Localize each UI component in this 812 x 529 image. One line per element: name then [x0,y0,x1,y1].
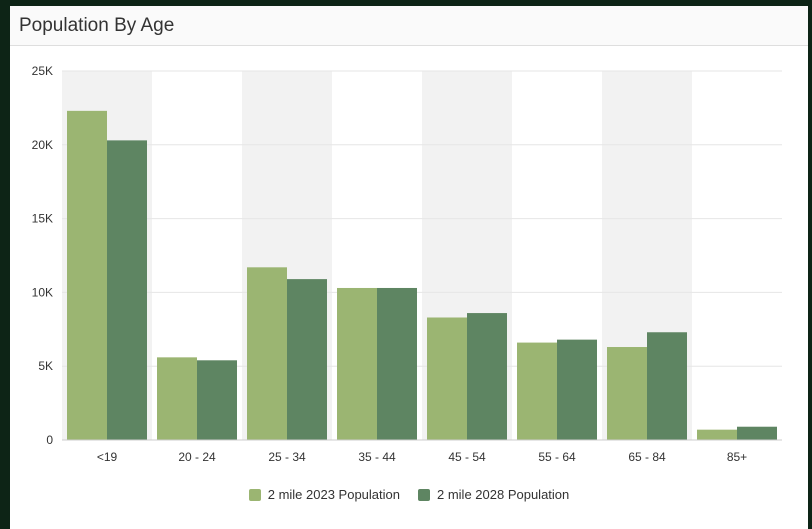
bar-2028 [287,279,327,440]
x-tick-label: 20 - 24 [178,450,216,464]
card-header: Population By Age [10,6,808,46]
bar-2023 [337,287,377,440]
x-tick-label: 45 - 54 [448,450,486,464]
bar-2023 [427,317,467,440]
y-tick-label: 25K [32,64,53,78]
legend-swatch-2028 [418,488,430,501]
x-tick-label: 25 - 34 [268,450,306,464]
chart-legend: 2 mile 2023 Population 2 mile 2028 Popul… [10,487,808,502]
card-title: Population By Age [19,15,175,36]
legend-item-2023[interactable]: 2 mile 2023 Population [248,487,400,502]
bar-2028 [647,332,687,440]
y-tick-label: 0 [46,433,53,447]
legend-label-2023: 2 mile 2023 Population [267,487,400,502]
bar-2023 [517,342,557,440]
y-tick-label: 20K [32,138,53,152]
bar-2028 [467,313,507,440]
x-tick-label: 85+ [727,450,747,464]
y-tick-label: 15K [32,212,53,226]
legend-label-2028: 2 mile 2028 Population [437,487,570,502]
x-tick-label: <19 [97,450,118,464]
legend-swatch-2023 [248,488,261,501]
bar-2023 [607,347,647,440]
bar-2023 [697,429,737,440]
bar-2023 [247,267,287,440]
bar-2028 [737,426,777,440]
bar-2028 [107,140,147,440]
population-card: Population By Age 0 5K 10K 15K 20K 25K <19 20 -… [10,6,808,529]
bar-2028 [197,360,237,440]
bar-2028 [557,339,597,440]
bar-2023 [157,357,197,440]
y-tick-label: 5K [38,359,53,373]
x-tick-label: 35 - 44 [358,450,396,464]
y-tick-label: 10K [32,285,53,299]
x-tick-label: 55 - 64 [538,450,576,464]
population-bar-chart: 0 5K 10K 15K 20K 25K <19 20 - 24 25 - 34 35 - 44 4… [32,64,782,464]
bar-2023 [67,110,107,441]
legend-item-2028[interactable]: 2 mile 2028 Population [418,487,569,502]
bar-2028 [377,287,417,440]
x-tick-label: 65 - 84 [628,450,666,464]
